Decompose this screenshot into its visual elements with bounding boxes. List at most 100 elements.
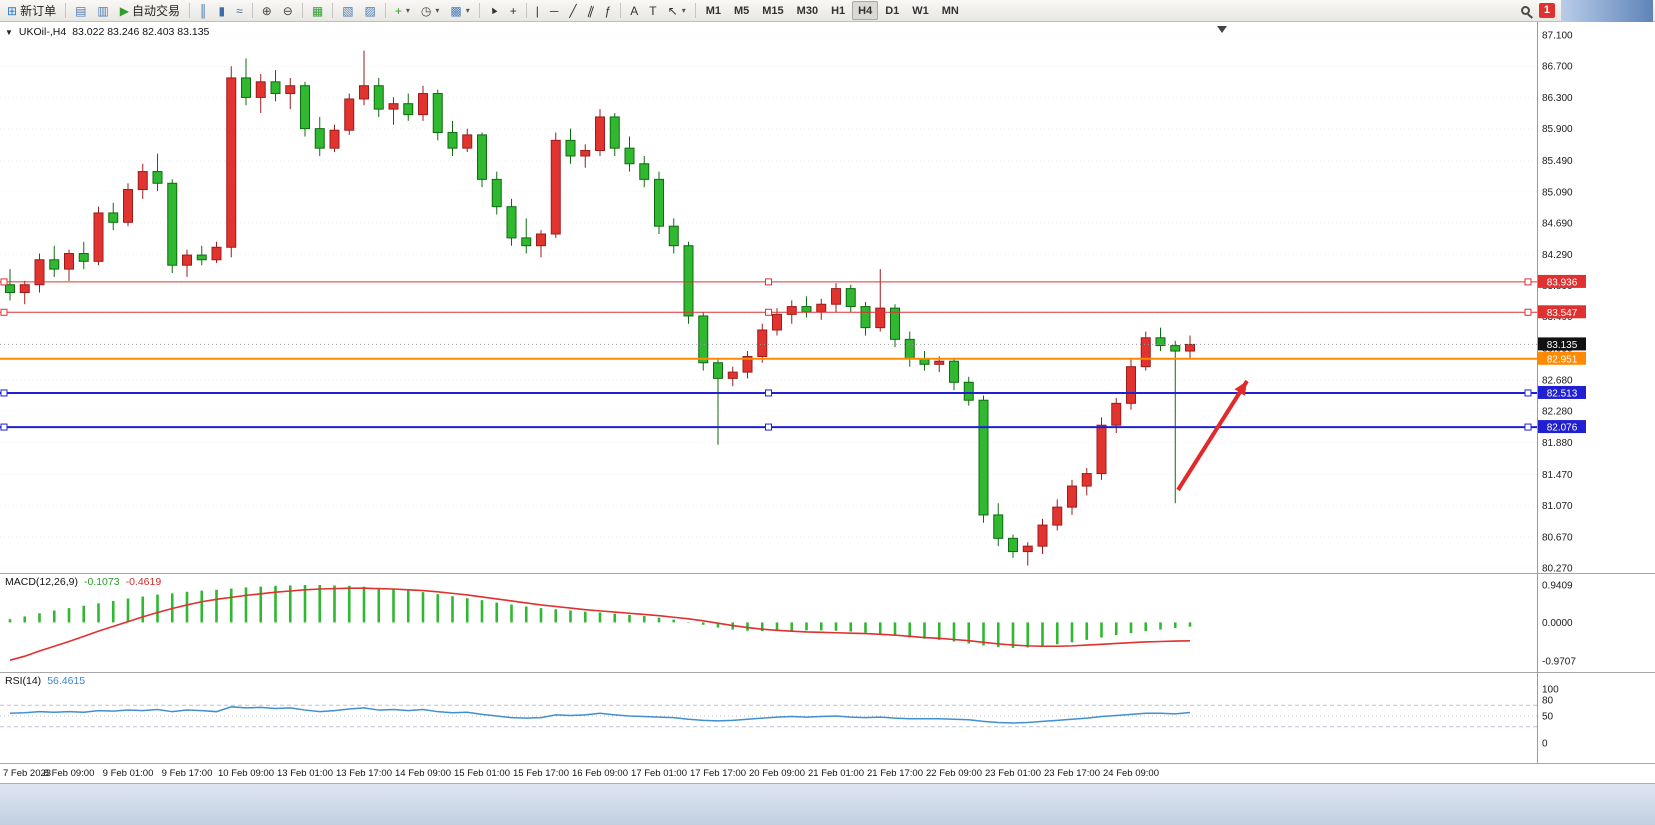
candle-body xyxy=(462,134,473,149)
text-button[interactable]: A xyxy=(625,1,643,20)
templates-button[interactable]: ▩ ▾ xyxy=(445,1,474,20)
price-axis-label: 85.090 xyxy=(1542,187,1573,198)
line-chart-button[interactable]: ≈ xyxy=(231,1,248,20)
price-badge-label: 82.951 xyxy=(1547,354,1578,365)
tile-windows-button[interactable]: ▦ xyxy=(307,1,328,20)
new-chart-button[interactable]: ▤ xyxy=(70,1,91,20)
timeframe-m5-button[interactable]: M5 xyxy=(728,1,755,20)
candle-body xyxy=(388,103,399,110)
candle-body xyxy=(211,246,222,261)
chevron-down-icon[interactable]: ▾ xyxy=(681,6,686,15)
timeframe-h4-button[interactable]: H4 xyxy=(852,1,879,20)
crosshair-icon: + xyxy=(509,3,517,18)
candlesticks-button[interactable]: ▮ xyxy=(214,1,231,20)
line-handle[interactable] xyxy=(0,308,8,316)
ohlc-bars-button[interactable]: ║ xyxy=(194,1,213,20)
trend-arrow-annotation[interactable] xyxy=(1176,379,1249,492)
rsi-line xyxy=(9,706,1191,724)
add-indicator-button[interactable]: + ▾ xyxy=(390,1,415,20)
cursor-button[interactable]: ▲ xyxy=(484,1,504,20)
line-handle[interactable] xyxy=(1524,308,1532,316)
new-order-button-label: 新订单 xyxy=(20,4,57,18)
tile-windows-icon: ▦ xyxy=(311,3,324,18)
toolbar-separator xyxy=(251,3,253,18)
candle-body xyxy=(1067,485,1077,508)
toolbar-separator xyxy=(694,3,696,18)
line-handle[interactable] xyxy=(0,423,8,431)
price-axis-label: 84.290 xyxy=(1542,250,1573,261)
profiles-button[interactable]: ▥ xyxy=(92,1,113,20)
indicators-button[interactable]: ▧ xyxy=(337,1,358,20)
new-order-icon: ⊞ xyxy=(7,3,18,18)
chevron-down-icon[interactable]: ▾ xyxy=(465,6,470,15)
macd-axis-label: 0.0000 xyxy=(1542,618,1573,629)
horizontal-line-button[interactable]: ─ xyxy=(545,1,564,20)
one-click-trading-arrow[interactable]: ▼ xyxy=(5,28,13,37)
candle-body xyxy=(536,233,546,247)
line-handle[interactable] xyxy=(1524,423,1532,431)
arrows-button[interactable]: ↖ ▾ xyxy=(663,1,691,20)
timeframe-mn-button[interactable]: MN xyxy=(936,1,965,20)
zoom-out-button[interactable]: ⊖ xyxy=(278,1,298,20)
toolbar-separator xyxy=(384,3,386,18)
line-handle[interactable] xyxy=(1524,278,1532,286)
line-handle[interactable] xyxy=(765,278,772,286)
trendline-button[interactable]: ╱ xyxy=(564,1,581,20)
chevron-down-icon[interactable]: ▾ xyxy=(435,6,440,15)
candle-body xyxy=(565,139,576,157)
indicator-windows-button[interactable]: ▨ xyxy=(360,1,381,20)
timeframe-h1-button[interactable]: H1 xyxy=(825,1,851,20)
periods-button[interactable]: ◷ ▾ xyxy=(416,1,445,20)
line-handle[interactable] xyxy=(0,389,8,397)
candle-body xyxy=(595,116,605,151)
price-chart-svg[interactable]: 87.100 86.700 86.300 85.900 85.490 85.090 84.6… xyxy=(0,22,1655,573)
rsi-axis-label: 100 xyxy=(1542,685,1559,696)
fibonacci-button[interactable]: ƒ xyxy=(600,1,617,20)
profiles-icon: ▥ xyxy=(97,3,109,18)
line-handle[interactable] xyxy=(765,308,772,316)
candle-body xyxy=(329,129,340,149)
line-handle[interactable] xyxy=(1524,389,1532,397)
timeframe-m1-button[interactable]: M1 xyxy=(700,1,727,20)
candle-body xyxy=(639,163,650,180)
timeframe-m30-button[interactable]: M30 xyxy=(791,1,824,20)
zoom-in-button[interactable]: ⊕ xyxy=(257,1,277,20)
new-order-button[interactable]: ⊞ 新订单 xyxy=(2,1,61,20)
text-icon: A xyxy=(630,3,639,18)
line-handle[interactable] xyxy=(0,278,8,286)
toolbar-separator xyxy=(332,3,334,18)
candle-body xyxy=(654,178,664,227)
candle-body xyxy=(64,253,74,270)
text-label-button[interactable]: T xyxy=(644,1,661,20)
timeframe-w1-button[interactable]: W1 xyxy=(906,1,935,20)
search-button[interactable] xyxy=(1516,1,1535,20)
channel-button[interactable]: ∥ xyxy=(583,1,599,20)
auto-trading-button[interactable]: ▶ 自动交易 xyxy=(115,1,185,20)
chart-shift-marker[interactable] xyxy=(1217,26,1227,33)
timeframe-m15-button[interactable]: M15 xyxy=(756,1,789,20)
timeframe-d1-button[interactable]: D1 xyxy=(879,1,905,20)
line-handle[interactable] xyxy=(765,423,772,431)
candle-body xyxy=(93,212,104,262)
time-axis[interactable]: 7 Feb 2023 8 Feb 09:00 9 Feb 01:00 9 Feb 17… xyxy=(0,763,1655,783)
candle-body xyxy=(757,329,768,358)
vertical-line-button[interactable]: | xyxy=(531,1,544,20)
time-axis-label: 23 Feb 17:00 xyxy=(1044,768,1100,779)
candle-body xyxy=(624,147,635,165)
crosshair-button[interactable]: + xyxy=(505,1,522,20)
candle-body xyxy=(993,514,1004,539)
candle-body xyxy=(801,306,812,313)
add-indicator-icon: + xyxy=(394,3,402,18)
line-handle[interactable] xyxy=(765,389,772,397)
candlesticks-icon: ▮ xyxy=(218,3,226,18)
macd-panel-svg[interactable]: 0.9409 0.0000 -0.9707 xyxy=(0,573,1655,672)
main-toolbar: ⊞ 新订单 ▤ ▥ ▶ 自动交易 ║ ▮ ≈ ⊕ ⊖ ▦ ▧ ▨ + ▾ ◷ ▾ ▩ ▾ ▲ + | ─ ╱ ∥ ƒ A T ↖ ▾ M1 M5… xyxy=(0,0,1655,22)
chevron-down-icon[interactable]: ▾ xyxy=(405,6,410,15)
candle-body xyxy=(19,284,30,294)
time-axis-label: 13 Feb 01:00 xyxy=(277,768,333,779)
candle-body xyxy=(226,77,237,248)
notification-badge[interactable]: 1 xyxy=(1538,3,1555,18)
channel-icon: ∥ xyxy=(585,2,596,19)
